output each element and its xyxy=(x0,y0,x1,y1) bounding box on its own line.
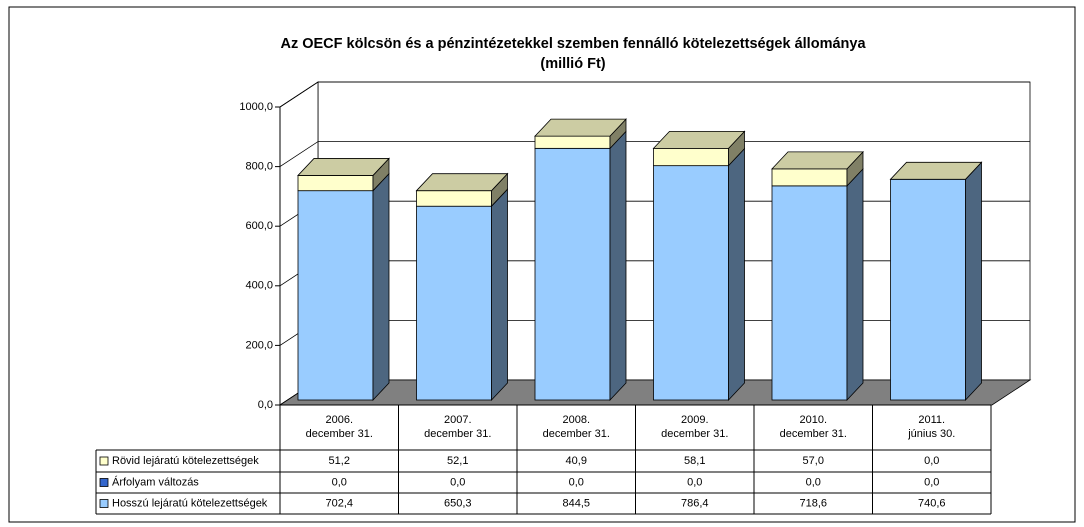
bar-side xyxy=(609,130,627,402)
grid-line xyxy=(279,81,1030,108)
legend-label: Hosszú lejáratú kötelezettségek xyxy=(112,497,268,509)
bar-top xyxy=(297,158,390,176)
bar-top xyxy=(415,173,509,192)
legend-swatch xyxy=(99,478,109,487)
bar xyxy=(297,190,374,401)
table-value: 0,0 xyxy=(569,476,584,488)
y-tick-label: 600,0 xyxy=(245,220,273,232)
bar xyxy=(890,178,966,401)
bar xyxy=(534,135,611,149)
bar-side xyxy=(372,172,390,402)
table-value: 740,6 xyxy=(918,497,946,509)
grid-line xyxy=(279,141,1030,167)
table-value: 718,6 xyxy=(799,497,827,509)
y-tick-label: 200,0 xyxy=(245,339,273,351)
bar xyxy=(771,185,848,401)
bar-top xyxy=(534,118,627,137)
table-value: 702,4 xyxy=(325,497,353,509)
table-value: 58,1 xyxy=(684,455,705,467)
table-value: 650,3 xyxy=(444,497,472,509)
y-tick-label: 800,0 xyxy=(245,161,273,173)
x-tick-label: 2010. december 31. xyxy=(780,414,847,440)
chart-subtitle: (millió Ft) xyxy=(540,56,605,72)
legend-swatch xyxy=(99,456,109,466)
legend-label: Árfolyam változás xyxy=(112,475,199,488)
bar xyxy=(653,165,729,401)
table-value: 52,1 xyxy=(447,455,468,467)
bar-top xyxy=(652,130,746,149)
table-value: 0,0 xyxy=(924,476,939,488)
bar xyxy=(653,147,729,167)
bar-side xyxy=(491,188,508,402)
bar-side xyxy=(846,167,864,402)
table-value: 57,0 xyxy=(803,455,824,467)
chart-title: Az OECF kölcsön és a pénzintézetekkel sz… xyxy=(280,36,866,52)
bar xyxy=(534,147,611,401)
table-value: 786,4 xyxy=(681,497,709,509)
bar xyxy=(297,175,374,192)
bar-side xyxy=(965,161,982,402)
table-value: 0,0 xyxy=(924,455,939,467)
bar xyxy=(771,168,848,187)
bar-top xyxy=(771,151,864,170)
bar xyxy=(416,205,492,401)
bar-top xyxy=(889,161,983,180)
x-tick-label: 2007. december 31. xyxy=(424,414,491,440)
x-tick-label: 2011. június 30. xyxy=(907,414,955,440)
table-value: 0,0 xyxy=(687,476,702,488)
table-value: 0,0 xyxy=(332,476,347,488)
y-tick-label: 1000,0 xyxy=(239,101,273,113)
legend-swatch xyxy=(99,499,109,508)
bar-side xyxy=(728,147,745,402)
table-value: 0,0 xyxy=(450,476,465,488)
table-value: 0,0 xyxy=(806,476,821,488)
x-tick-label: 2009. december 31. xyxy=(661,414,728,440)
bar xyxy=(416,190,492,207)
table-value: 40,9 xyxy=(566,455,587,467)
legend-label: Rövid lejáratú kötelezettségek xyxy=(112,455,259,467)
table-value: 51,2 xyxy=(329,455,350,467)
x-tick-label: 2008. december 31. xyxy=(543,414,610,440)
x-tick-label: 2006. december 31. xyxy=(306,414,373,440)
table-value: 844,5 xyxy=(562,497,590,509)
y-tick-label: 400,0 xyxy=(245,280,273,292)
y-tick-label: 0,0 xyxy=(258,399,273,411)
